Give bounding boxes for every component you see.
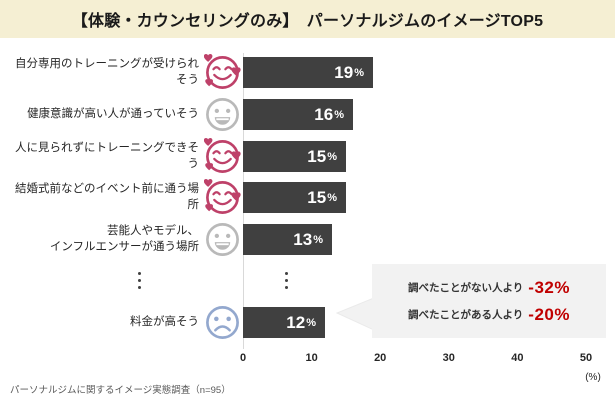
callout-label: 調べたことがある人より xyxy=(408,309,524,321)
smiling-face-with-hearts-icon xyxy=(204,54,241,89)
x-axis-tick: 50 xyxy=(579,352,593,364)
chart-header: 【体験・カウンセリングのみ】 パーソナルジムのイメージTOP5 xyxy=(0,0,615,38)
table-row: 健康意識が高い人が通っていそう 16% xyxy=(0,98,615,131)
bar-unit: % xyxy=(306,316,316,329)
smiling-face-with-hearts-icon xyxy=(204,179,241,214)
source-note: パーソナルジムに関するイメージ実態調査（n=95） xyxy=(10,385,231,396)
x-axis-tick: 40 xyxy=(511,352,524,364)
bar-value: 19 xyxy=(334,62,354,82)
bar-segment: 13% xyxy=(243,224,332,255)
x-axis-tick: 20 xyxy=(374,352,387,364)
bar-segment: 15% xyxy=(243,182,346,213)
neutral-face-icon xyxy=(206,223,239,256)
callout-label: 調べたことがない人より xyxy=(408,282,524,294)
table-row: 自分専用のトレーニングが受けられそう 19% xyxy=(0,54,615,89)
bar-segment: 16% xyxy=(243,99,353,130)
bar-segment: 12% xyxy=(243,307,325,338)
bar-unit: % xyxy=(327,191,337,204)
omitted-rows-ellipsis xyxy=(138,272,141,289)
callout-value: -32% xyxy=(528,277,570,297)
bar-segment: 15% xyxy=(243,141,346,172)
page-title: 【体験・カウンセリングのみ】 パーソナルジムのイメージTOP5 xyxy=(71,13,544,30)
table-row: 芸能人やモデル、 インフルエンサーが通う場所 13% xyxy=(0,223,615,256)
bar-segment: 19% xyxy=(243,57,373,88)
omitted-rows-ellipsis xyxy=(285,272,288,289)
bar-value: 13 xyxy=(293,229,313,249)
sad-face-icon xyxy=(206,306,239,339)
bar-unit: % xyxy=(354,66,364,79)
bar-unit: % xyxy=(313,233,323,246)
category-label: 人に見られずにトレーニングできそう xyxy=(15,141,199,170)
bar-unit: % xyxy=(334,108,344,121)
table-row: 料金が高そう 12% xyxy=(0,306,615,339)
bar-value: 16 xyxy=(314,104,334,124)
x-axis-unit: (%) xyxy=(585,372,601,383)
bar-unit: % xyxy=(327,150,337,163)
category-label: 健康意識が高い人が通っていそう xyxy=(27,107,199,120)
callout-value: -20% xyxy=(528,304,570,324)
callout-line: 調べたことがある人より -20% xyxy=(382,305,596,325)
category-label: 料金が高そう xyxy=(130,315,199,328)
category-label: 自分専用のトレーニングが受けられそう xyxy=(15,57,199,86)
x-axis-tick: 0 xyxy=(239,352,247,364)
x-axis-tick: 10 xyxy=(305,352,318,364)
smiling-face-with-hearts-icon xyxy=(204,138,241,173)
category-label: 結婚式前などのイベント前に通う場所 xyxy=(15,182,199,211)
bar-value: 12 xyxy=(286,312,306,332)
x-axis: 0 10 20 30 40 50 xyxy=(0,352,615,366)
bar-value: 15 xyxy=(307,146,327,166)
bar-value: 15 xyxy=(307,187,327,207)
table-row: 結婚式前などのイベント前に通う場所 15% xyxy=(0,179,615,214)
comparison-callout: 調べたことがない人より -32% 調べたことがある人より -20% xyxy=(372,264,606,338)
table-row: 人に見られずにトレーニングできそう 15% xyxy=(0,138,615,173)
x-axis-tick: 30 xyxy=(442,352,455,364)
category-label: 芸能人やモデル、 インフルエンサーが通う場所 xyxy=(49,224,199,253)
callout-tail xyxy=(335,297,374,331)
callout-line: 調べたことがない人より -32% xyxy=(382,278,596,298)
neutral-face-icon xyxy=(206,98,239,131)
